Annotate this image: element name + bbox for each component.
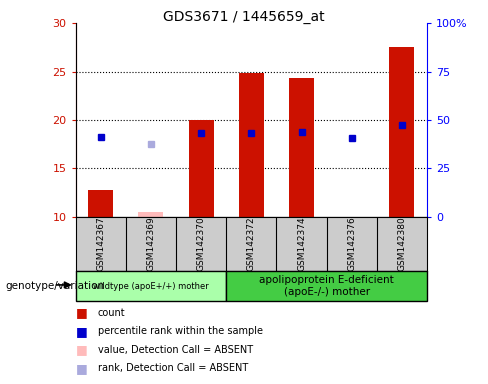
Text: GDS3671 / 1445659_at: GDS3671 / 1445659_at [163,10,325,23]
Text: wildtype (apoE+/+) mother: wildtype (apoE+/+) mother [93,281,209,291]
Text: GSM142369: GSM142369 [146,217,156,271]
Text: GSM142380: GSM142380 [397,217,407,271]
Text: ■: ■ [76,306,87,319]
Text: GSM142367: GSM142367 [96,217,105,271]
Bar [226,271,427,301]
Text: count: count [98,308,125,318]
Text: GSM142370: GSM142370 [197,217,205,271]
Bar [289,78,314,217]
Text: rank, Detection Call = ABSENT: rank, Detection Call = ABSENT [98,363,248,373]
Text: ■: ■ [76,325,87,338]
Bar [239,73,264,217]
Text: percentile rank within the sample: percentile rank within the sample [98,326,263,336]
Bar [389,47,414,217]
Text: GSM142374: GSM142374 [297,217,306,271]
Text: value, Detection Call = ABSENT: value, Detection Call = ABSENT [98,345,253,355]
Text: GSM142372: GSM142372 [247,217,256,271]
Text: apolipoprotein E-deficient
(apoE-/-) mother: apolipoprotein E-deficient (apoE-/-) mot… [259,275,394,297]
Bar [88,190,113,217]
Text: ■: ■ [76,343,87,356]
Bar [139,212,163,217]
Text: ■: ■ [76,362,87,375]
Bar [188,120,214,217]
Bar [76,271,226,301]
Text: genotype/variation: genotype/variation [5,281,104,291]
Text: GSM142376: GSM142376 [347,217,356,271]
